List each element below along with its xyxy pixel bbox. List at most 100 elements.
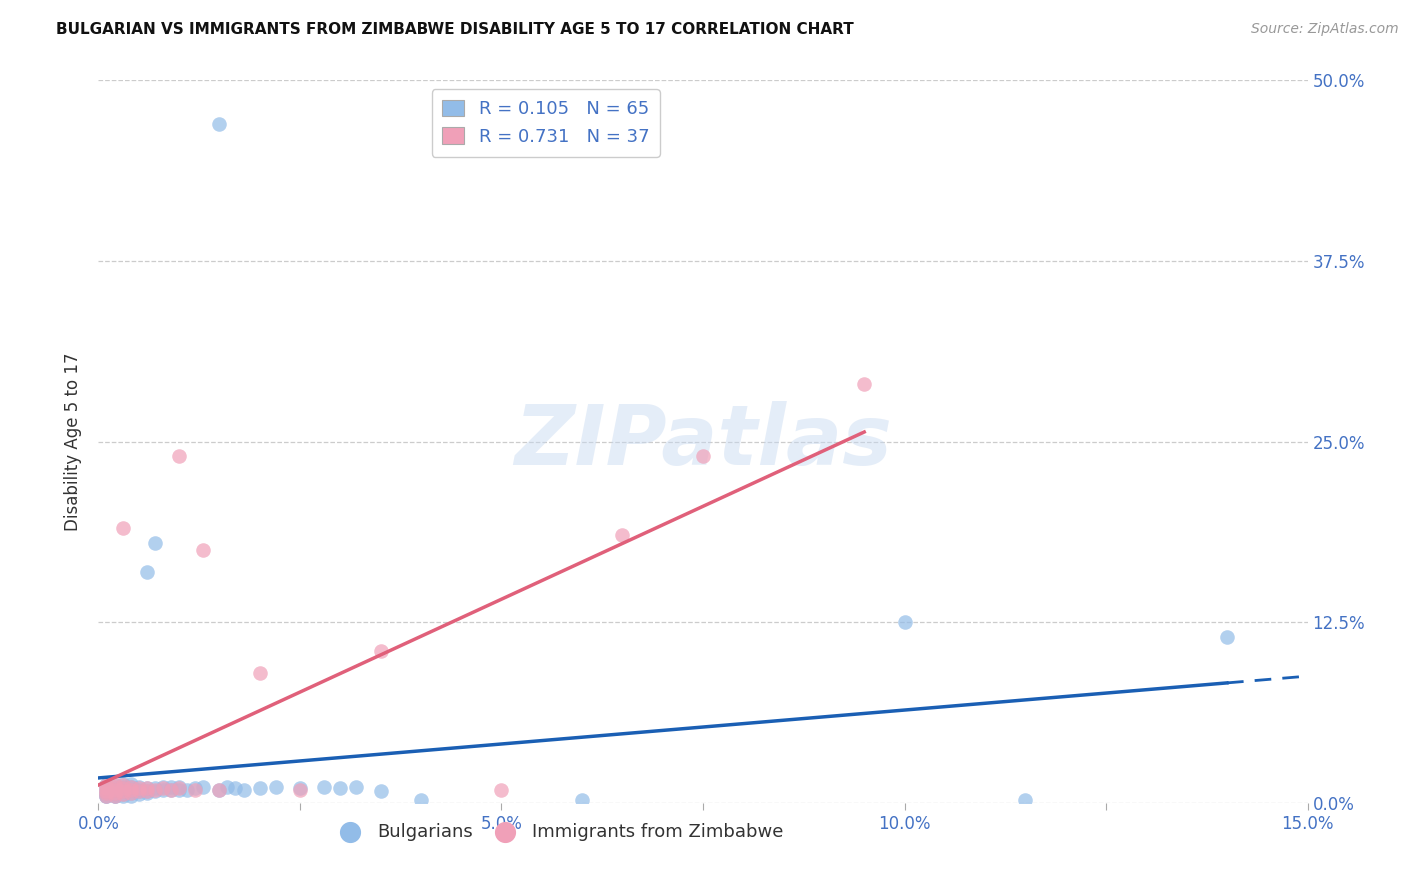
Point xyxy=(103,786,125,800)
Point xyxy=(370,644,392,658)
Point xyxy=(1014,793,1036,807)
Point xyxy=(224,781,246,796)
Point xyxy=(184,781,207,796)
Point xyxy=(103,786,125,800)
Point xyxy=(96,784,118,798)
Point xyxy=(111,781,134,796)
Point xyxy=(96,781,118,796)
Point xyxy=(120,782,142,797)
Point xyxy=(128,780,150,794)
Point xyxy=(96,789,118,803)
Point xyxy=(288,781,311,796)
Text: ZIPatlas: ZIPatlas xyxy=(515,401,891,482)
Point xyxy=(103,789,125,803)
Text: Source: ZipAtlas.com: Source: ZipAtlas.com xyxy=(1251,22,1399,37)
Point xyxy=(111,779,134,793)
Point xyxy=(111,784,134,798)
Point xyxy=(135,784,157,798)
Point xyxy=(128,784,150,798)
Point xyxy=(111,782,134,797)
Point xyxy=(208,117,231,131)
Point xyxy=(96,786,118,800)
Point xyxy=(120,782,142,797)
Point xyxy=(217,780,239,794)
Point xyxy=(128,782,150,797)
Point xyxy=(128,784,150,798)
Point xyxy=(135,786,157,800)
Point xyxy=(143,782,166,797)
Point xyxy=(143,784,166,798)
Point xyxy=(120,789,142,803)
Point xyxy=(184,782,207,797)
Point xyxy=(120,780,142,794)
Point xyxy=(103,787,125,801)
Point xyxy=(167,782,190,797)
Point xyxy=(103,780,125,794)
Point xyxy=(288,782,311,797)
Point xyxy=(167,449,190,463)
Point xyxy=(135,781,157,796)
Point xyxy=(120,786,142,800)
Point xyxy=(249,781,271,796)
Point xyxy=(96,784,118,798)
Point xyxy=(232,782,254,797)
Point xyxy=(103,786,125,800)
Point xyxy=(96,779,118,793)
Point xyxy=(264,780,287,794)
Point xyxy=(152,782,174,797)
Point xyxy=(103,781,125,796)
Point xyxy=(103,789,125,803)
Point xyxy=(571,793,593,807)
Point xyxy=(103,779,125,793)
Point xyxy=(143,535,166,549)
Point xyxy=(111,784,134,798)
Point xyxy=(193,542,215,557)
Point xyxy=(249,665,271,680)
Point xyxy=(329,781,352,796)
Point xyxy=(370,784,392,798)
Point xyxy=(612,528,634,542)
Point xyxy=(111,781,134,796)
Point xyxy=(111,521,134,535)
Point xyxy=(1216,630,1239,644)
Text: BULGARIAN VS IMMIGRANTS FROM ZIMBABWE DISABILITY AGE 5 TO 17 CORRELATION CHART: BULGARIAN VS IMMIGRANTS FROM ZIMBABWE DI… xyxy=(56,22,853,37)
Point xyxy=(111,787,134,801)
Point xyxy=(103,782,125,797)
Point xyxy=(208,782,231,797)
Point xyxy=(96,789,118,803)
Point xyxy=(160,782,183,797)
Point xyxy=(120,786,142,800)
Point xyxy=(491,782,513,797)
Point xyxy=(103,782,125,797)
Point xyxy=(96,779,118,793)
Point xyxy=(103,777,125,791)
Point xyxy=(111,780,134,794)
Point xyxy=(120,777,142,791)
Point xyxy=(152,780,174,794)
Point xyxy=(167,781,190,796)
Point xyxy=(853,376,876,391)
Point xyxy=(96,789,118,803)
Point xyxy=(193,780,215,794)
Point xyxy=(111,789,134,803)
Point xyxy=(135,784,157,798)
Point xyxy=(135,565,157,579)
Point xyxy=(103,782,125,797)
Point xyxy=(96,781,118,796)
Point xyxy=(208,782,231,797)
Point xyxy=(176,782,198,797)
Point xyxy=(314,780,336,794)
Point xyxy=(344,780,367,794)
Point xyxy=(128,781,150,796)
Point xyxy=(160,782,183,797)
Point xyxy=(692,449,714,463)
Point xyxy=(96,786,118,800)
Point xyxy=(409,793,432,807)
Point xyxy=(160,780,183,794)
Point xyxy=(167,780,190,794)
Point xyxy=(120,780,142,794)
Point xyxy=(103,784,125,798)
Y-axis label: Disability Age 5 to 17: Disability Age 5 to 17 xyxy=(65,352,83,531)
Point xyxy=(111,777,134,791)
Legend: Bulgarians, Immigrants from Zimbabwe: Bulgarians, Immigrants from Zimbabwe xyxy=(325,815,792,848)
